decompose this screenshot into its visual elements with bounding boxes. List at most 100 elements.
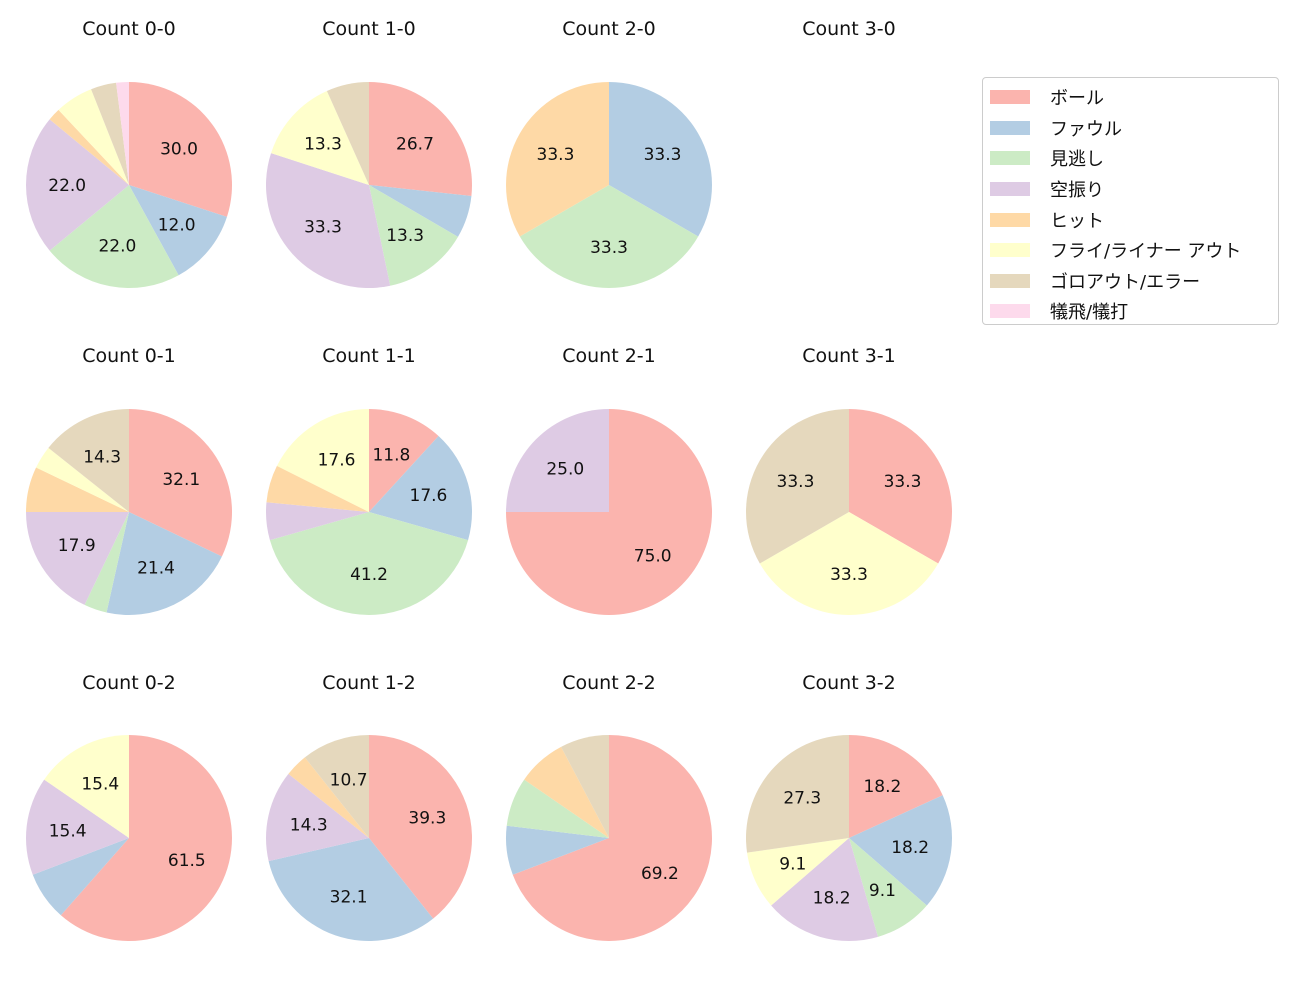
slice-label: 25.0 (546, 459, 584, 479)
pie-slice (506, 825, 609, 875)
pie-slice (369, 185, 472, 237)
legend: ボール ファウル 見逃し 空振り ヒット フライ/ライナー アウト ゴロアウト/エラー 犠飛/… (982, 77, 1279, 325)
legend-item: ファウル (989, 113, 1278, 144)
pie-slice (276, 409, 369, 512)
pie-slice (58, 89, 129, 185)
pie-slice (26, 512, 129, 605)
pie-slice (84, 512, 129, 613)
slice-label: 12.0 (158, 215, 196, 235)
pie-title: Count 0-0 (82, 18, 176, 40)
pie-slice (60, 735, 233, 941)
legend-swatch (990, 273, 1030, 288)
pie-slice (369, 82, 472, 196)
legend-swatch (990, 243, 1030, 258)
slice-label: 21.4 (137, 559, 175, 579)
pie-title: Count 0-1 (82, 345, 176, 367)
slice-label: 14.3 (290, 815, 328, 835)
pie-slice (849, 795, 953, 906)
slice-label: 33.3 (777, 472, 815, 492)
pie-slice (849, 409, 952, 564)
pie-slice (36, 447, 130, 512)
legend-label: ボール (1050, 88, 1104, 110)
slice-label: 18.2 (863, 777, 901, 797)
pie-slice (745, 409, 849, 564)
pie-slice (26, 467, 129, 512)
pie-title: Count 2-0 (562, 18, 656, 40)
legend-label: フライ/ライナー アウト (1050, 241, 1242, 263)
slice-label: 26.7 (396, 135, 434, 155)
pie-slice (49, 109, 130, 185)
slice-label: 33.3 (644, 145, 682, 165)
pie-slice (48, 409, 130, 512)
pie-title: Count 1-2 (322, 672, 416, 694)
slice-label: 61.5 (168, 851, 206, 871)
slice-label: 18.2 (891, 838, 929, 858)
legend-swatch (990, 304, 1030, 319)
legend-swatch (990, 90, 1030, 105)
pie-slice (106, 512, 222, 615)
legend-swatch (990, 212, 1030, 227)
slice-label: 32.1 (330, 887, 368, 907)
pie-slice (129, 185, 227, 276)
pie-slice (266, 153, 391, 288)
slice-label: 9.1 (869, 881, 896, 901)
pie-slice (304, 735, 369, 838)
pie-title: Count 1-0 (322, 18, 416, 40)
pie-slice (266, 465, 369, 512)
pie-title: Count 3-1 (802, 345, 896, 367)
legend-swatch (990, 151, 1030, 166)
pie-slice (91, 82, 129, 185)
slice-label: 33.3 (537, 145, 575, 165)
pie-title: Count 3-2 (802, 672, 896, 694)
legend-item: ゴロアウト/エラー (989, 266, 1278, 297)
pie-slice (369, 735, 472, 919)
slice-label: 39.3 (408, 809, 446, 829)
pie-slice (506, 409, 609, 512)
pie-slice (49, 185, 179, 289)
slice-label: 14.3 (83, 447, 121, 467)
pie-slice (44, 735, 129, 838)
slice-label: 13.3 (386, 226, 424, 246)
pie-slice (849, 838, 927, 937)
slice-label: 18.2 (813, 888, 851, 908)
legend-item: 犠飛/犠打 (989, 296, 1278, 327)
pie-slice (506, 82, 609, 237)
slice-label: 10.7 (330, 771, 368, 791)
legend-label: 見逃し (1050, 149, 1104, 171)
legend-item: フライ/ライナー アウト (989, 235, 1278, 266)
legend-item: ボール (989, 82, 1278, 113)
slice-label: 17.6 (318, 450, 356, 470)
slice-label: 15.4 (49, 822, 87, 842)
pie-title: Count 3-0 (802, 18, 896, 40)
slice-label: 32.1 (162, 470, 200, 490)
pie-slice (746, 735, 849, 853)
pie-slice (519, 185, 699, 288)
pie-slice (524, 746, 609, 838)
pie-slice (849, 735, 943, 838)
slice-label: 41.2 (350, 565, 388, 585)
slice-label: 69.2 (641, 864, 679, 884)
pie-slice (326, 82, 369, 185)
pie-slice (609, 82, 712, 237)
slice-label: 11.8 (372, 445, 410, 465)
pie-slice (759, 512, 939, 615)
pie-slice (26, 779, 129, 875)
slice-label: 33.3 (830, 565, 868, 585)
slice-label: 33.3 (590, 238, 628, 258)
legend-label: 空振り (1050, 180, 1104, 202)
pie-slice (747, 838, 849, 906)
pie-title: Count 0-2 (82, 672, 176, 694)
slice-label: 17.6 (410, 486, 448, 506)
pie-slice (369, 409, 439, 512)
legend-item: 空振り (989, 174, 1278, 205)
pie-slice (265, 773, 369, 862)
pie-slice (369, 185, 458, 286)
pie-slice (271, 90, 369, 185)
slice-label: 33.3 (304, 217, 342, 237)
slice-label: 27.3 (783, 789, 821, 809)
legend-item: 見逃し (989, 143, 1278, 174)
legend-swatch (990, 120, 1030, 135)
slice-label: 30.0 (160, 140, 198, 160)
legend-label: ファウル (1050, 118, 1122, 140)
